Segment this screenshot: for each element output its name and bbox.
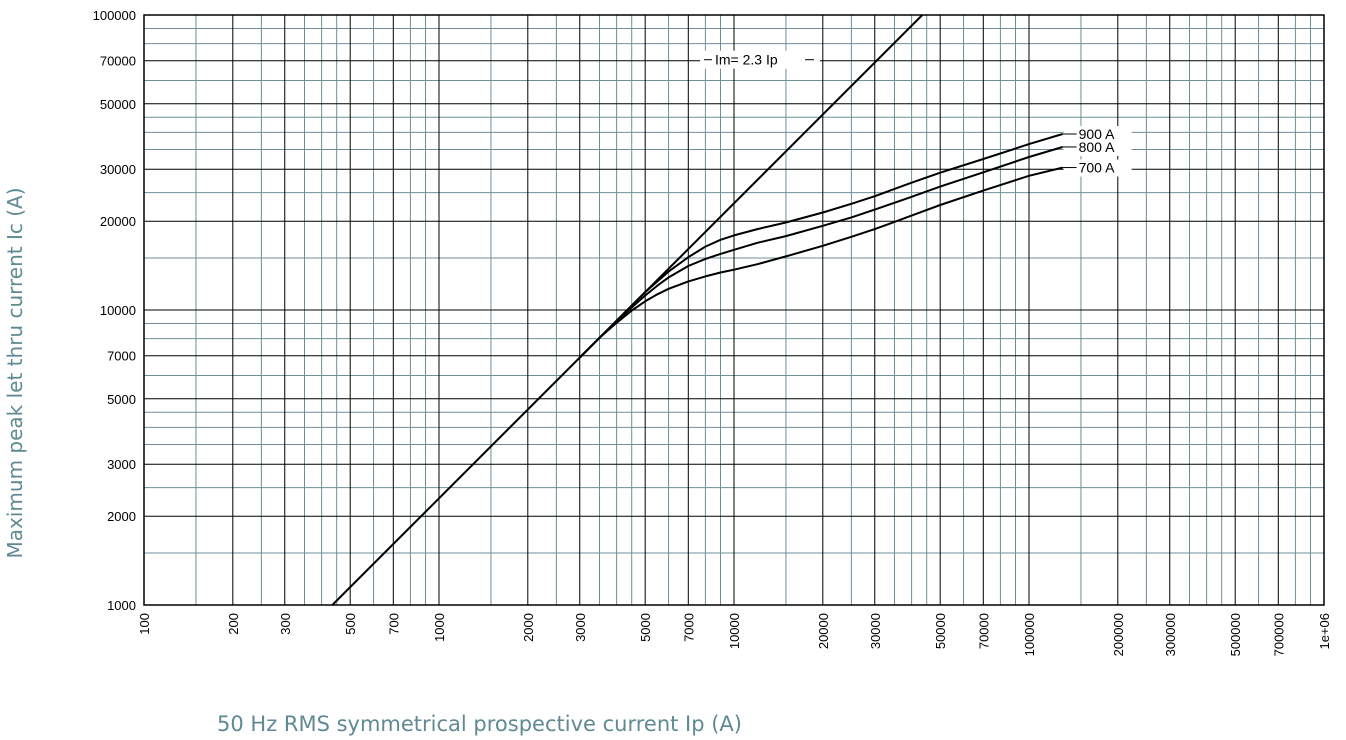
x-tick-label: 500000 [1228,613,1243,656]
reference-label-background [700,50,820,69]
y-tick-label: 5000 [107,392,136,407]
series-label-background [1063,126,1132,144]
reference-label: Im= 2.3 Ip [715,52,778,68]
x-tick-label: 30000 [868,613,883,649]
plot-frame [143,14,1325,606]
y-tick-label: 1000 [107,598,136,613]
x-tick-label: 1e+06 [1317,613,1332,650]
y-tick-label: 3000 [107,457,136,472]
x-tick-label: 70000 [976,613,991,649]
y-tick-label: 70000 [100,54,136,69]
y-tick-label: 30000 [100,162,136,177]
plot-lines [331,15,1063,605]
y-tick-labels: 1000 2000 3000 5000 7000 10000 20000 30000 50000… [93,8,136,613]
y-tick-label: 20000 [100,214,136,229]
x-tick-label: 50000 [933,613,948,649]
x-tick-label: 200 [226,613,241,635]
x-tick-label: 10000 [727,613,742,649]
y-axis-title: Maximum peak let thru current Ic (A) [3,188,27,559]
x-tick-label: 5000 [638,613,653,642]
x-tick-label: 700 [386,613,401,635]
x-tick-label: 300000 [1163,613,1178,656]
y-tick-label: 50000 [100,97,136,112]
series-label: 800 A [1079,139,1115,155]
x-axis-title: 50 Hz RMS symmetrical prospective curren… [217,712,742,736]
x-tick-label: 1000 [432,613,447,642]
x-tick-label: 20000 [816,613,831,649]
x-tick-label: 100 [137,613,152,635]
series-line [579,146,1063,359]
x-tick-label: 3000 [573,613,588,642]
x-tick-labels: 100 200 300 500 700 1000 2000 3000 5000 7000 10000… [137,613,1332,656]
y-tick-label: 100000 [93,8,136,23]
series-label-background [1063,138,1132,156]
series-label: 700 A [1079,160,1115,176]
x-tick-label: 700000 [1271,613,1286,656]
series-line [579,166,1063,359]
series-label-background [1063,159,1132,177]
x-tick-label: 7000 [681,613,696,642]
series-label: 900 A [1079,126,1115,142]
major-grid [143,14,1325,606]
y-tick-label: 10000 [100,303,136,318]
y-tick-label: 2000 [107,509,136,524]
x-tick-label: 200000 [1111,613,1126,656]
y-tick-label: 7000 [107,349,136,364]
x-tick-label: 500 [343,613,358,635]
x-tick-label: 100000 [1022,613,1037,656]
x-tick-label: 2000 [521,613,536,642]
series-line [579,133,1063,359]
x-tick-label: 300 [278,613,293,635]
